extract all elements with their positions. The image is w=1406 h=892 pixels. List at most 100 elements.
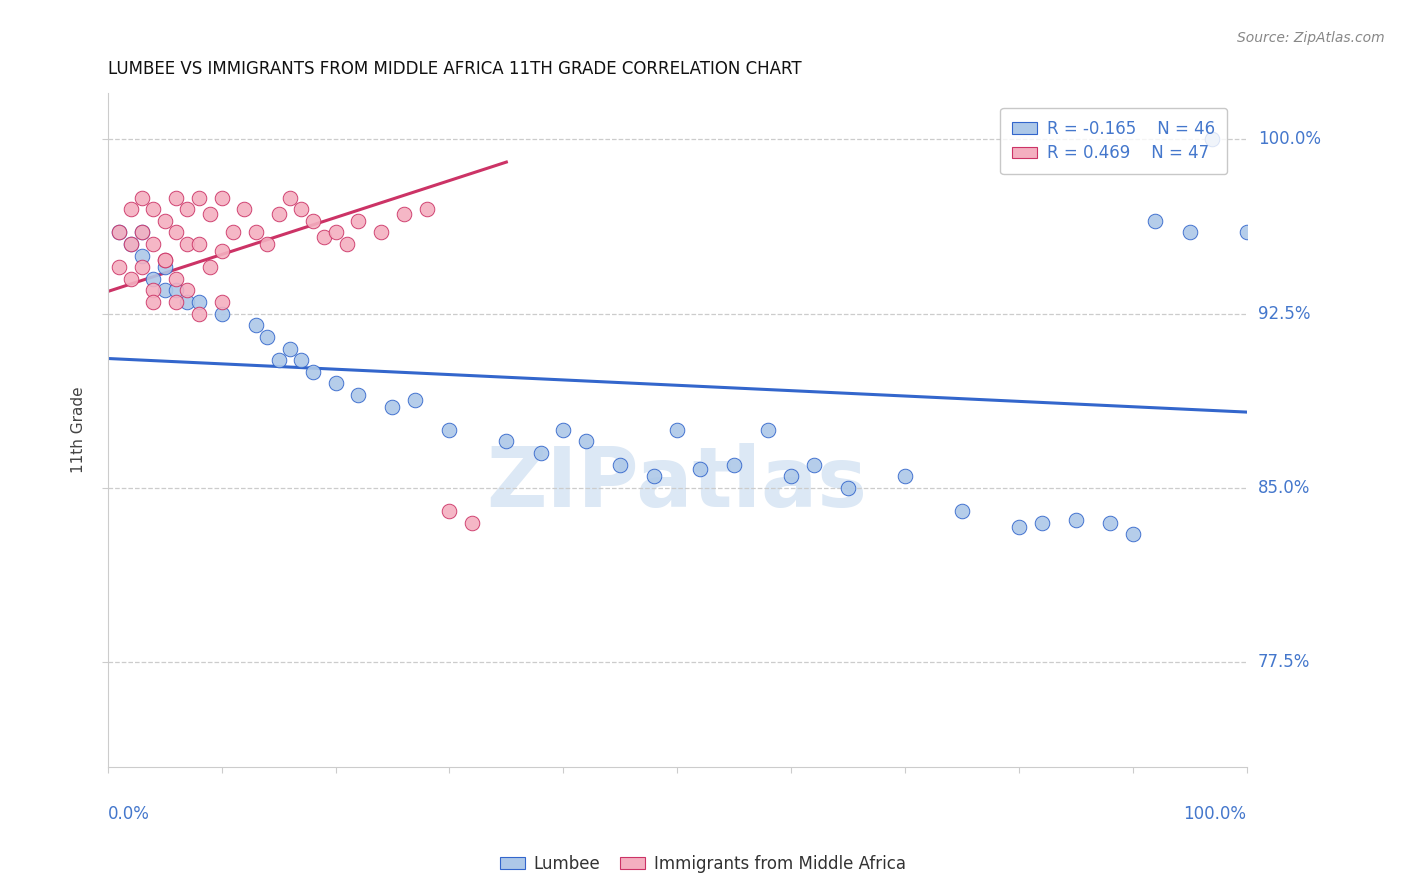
Legend: Lumbee, Immigrants from Middle Africa: Lumbee, Immigrants from Middle Africa: [494, 848, 912, 880]
Point: [165, 295, 187, 310]
Point: [290, 353, 312, 368]
Point: [347, 388, 370, 402]
Point: [439, 423, 461, 437]
Point: [131, 249, 153, 263]
Point: [1201, 132, 1223, 146]
Point: [1122, 527, 1144, 541]
Point: [439, 504, 461, 518]
Point: [267, 207, 290, 221]
Point: [165, 190, 187, 204]
Point: [142, 237, 165, 252]
Y-axis label: 11th Grade: 11th Grade: [72, 386, 86, 473]
Point: [131, 226, 153, 240]
Point: [108, 260, 131, 275]
Point: [336, 237, 359, 252]
Point: [120, 272, 142, 286]
Point: [222, 226, 245, 240]
Point: [142, 272, 165, 286]
Point: [142, 295, 165, 310]
Text: 0.0%: 0.0%: [108, 805, 149, 823]
Point: [553, 423, 575, 437]
Point: [301, 214, 323, 228]
Point: [120, 237, 142, 252]
Point: [325, 226, 347, 240]
Point: [803, 458, 825, 472]
Point: [756, 423, 779, 437]
Point: [1031, 516, 1053, 530]
Point: [187, 237, 209, 252]
Point: [278, 342, 301, 356]
Point: [153, 214, 176, 228]
Point: [1098, 516, 1121, 530]
Point: [165, 226, 187, 240]
Point: [370, 226, 392, 240]
Point: [1064, 513, 1087, 527]
Point: [120, 237, 142, 252]
Point: [404, 392, 426, 407]
Point: [325, 376, 347, 391]
Point: [529, 446, 551, 460]
Point: [245, 226, 267, 240]
Text: LUMBEE VS IMMIGRANTS FROM MIDDLE AFRICA 11TH GRADE CORRELATION CHART: LUMBEE VS IMMIGRANTS FROM MIDDLE AFRICA …: [108, 60, 801, 78]
Point: [290, 202, 312, 216]
Point: [392, 207, 415, 221]
Point: [575, 434, 598, 449]
Point: [461, 516, 484, 530]
Point: [187, 190, 209, 204]
Point: [267, 353, 290, 368]
Point: [153, 260, 176, 275]
Point: [245, 318, 267, 333]
Point: [1178, 226, 1201, 240]
Text: 100.0%: 100.0%: [1258, 130, 1320, 148]
Point: [211, 295, 233, 310]
Point: [723, 458, 745, 472]
Point: [176, 284, 198, 298]
Point: [643, 469, 665, 483]
Point: [347, 214, 370, 228]
Point: [200, 207, 222, 221]
Point: [689, 462, 711, 476]
Point: [165, 272, 187, 286]
Point: [153, 253, 176, 268]
Point: [314, 230, 336, 244]
Legend: R = -0.165    N = 46, R = 0.469    N = 47: R = -0.165 N = 46, R = 0.469 N = 47: [1001, 108, 1227, 174]
Point: [301, 365, 323, 379]
Point: [837, 481, 859, 495]
Point: [142, 202, 165, 216]
Point: [233, 202, 256, 216]
Point: [153, 253, 176, 268]
Text: 100.0%: 100.0%: [1184, 805, 1247, 823]
Point: [211, 244, 233, 258]
Point: [120, 202, 142, 216]
Point: [211, 190, 233, 204]
Point: [131, 260, 153, 275]
Point: [278, 190, 301, 204]
Point: [131, 226, 153, 240]
Point: [176, 202, 198, 216]
Point: [1236, 226, 1258, 240]
Point: [200, 260, 222, 275]
Text: ZIPatlas: ZIPatlas: [486, 443, 868, 524]
Point: [187, 307, 209, 321]
Point: [165, 284, 187, 298]
Point: [131, 190, 153, 204]
Point: [495, 434, 517, 449]
Point: [211, 307, 233, 321]
Point: [1008, 520, 1031, 534]
Point: [256, 237, 278, 252]
Point: [142, 284, 165, 298]
Point: [950, 504, 973, 518]
Point: [1144, 214, 1167, 228]
Text: 85.0%: 85.0%: [1258, 479, 1310, 497]
Point: [153, 284, 176, 298]
Point: [666, 423, 689, 437]
Point: [256, 330, 278, 344]
Text: 77.5%: 77.5%: [1258, 653, 1310, 671]
Point: [609, 458, 631, 472]
Text: 92.5%: 92.5%: [1258, 305, 1310, 323]
Point: [187, 295, 209, 310]
Text: Source: ZipAtlas.com: Source: ZipAtlas.com: [1237, 31, 1385, 45]
Point: [176, 237, 198, 252]
Point: [176, 295, 198, 310]
Point: [894, 469, 917, 483]
